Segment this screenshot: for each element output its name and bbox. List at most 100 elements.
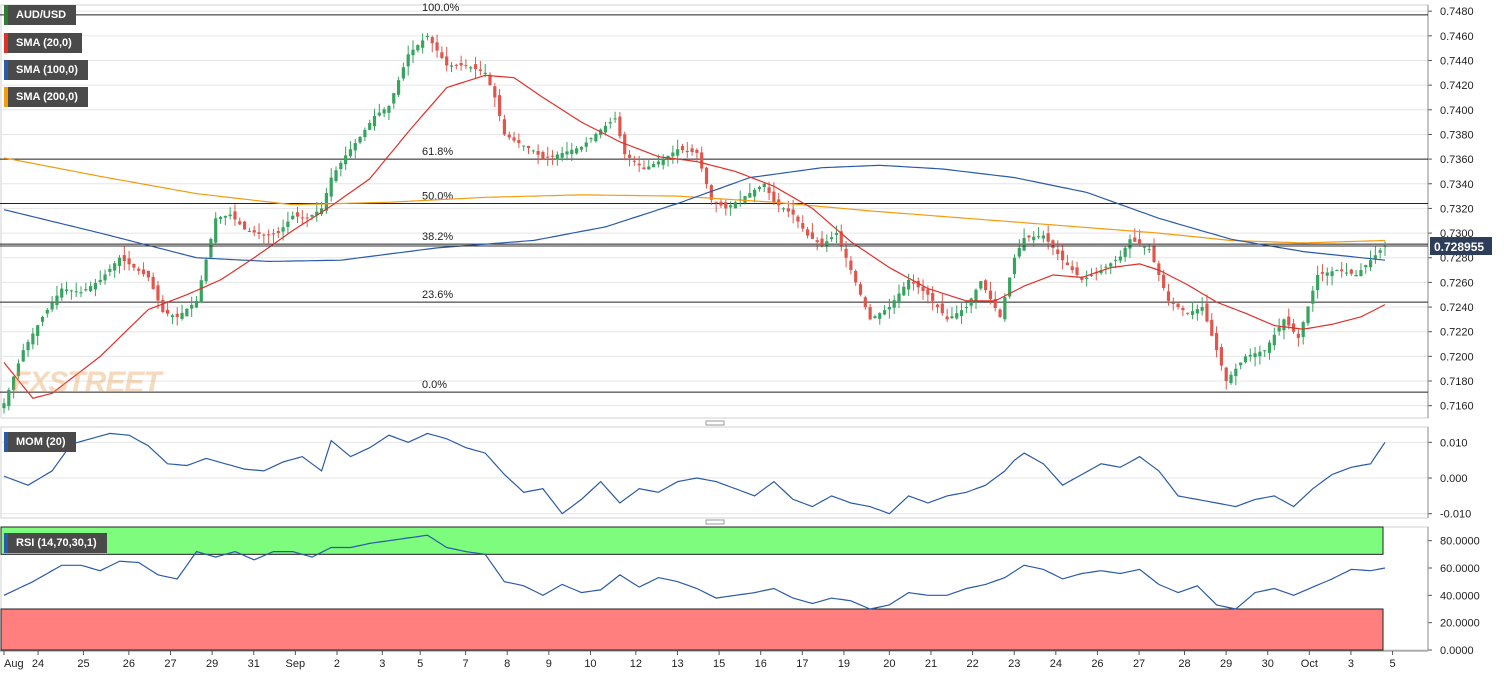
- candle-body: [416, 45, 420, 51]
- candle-body: [560, 152, 564, 158]
- candle-body: [185, 308, 189, 317]
- legend-mom-swatch: [4, 432, 8, 452]
- candle-body: [512, 137, 516, 141]
- candle-body: [743, 196, 747, 203]
- price-tick-label: 0.7460: [1440, 31, 1474, 43]
- x-tick-label: Sep: [286, 658, 306, 670]
- candle-body: [522, 145, 526, 147]
- candle-body: [151, 276, 155, 289]
- candle-body: [839, 231, 843, 246]
- mom-line: [3, 432, 1386, 515]
- legend-symbol[interactable]: AUD/USD: [4, 5, 77, 25]
- candle-body: [676, 149, 680, 156]
- candle-body: [801, 223, 805, 229]
- x-tick-label: 22: [966, 658, 978, 670]
- candle-body: [613, 118, 617, 120]
- candle-body: [507, 134, 511, 138]
- candle-body: [1325, 272, 1329, 276]
- candle-body: [300, 217, 304, 219]
- candle-body: [1118, 256, 1122, 261]
- fib-level-label: 100.0%: [422, 2, 460, 14]
- candle-body: [1205, 303, 1209, 322]
- candle-body: [1214, 332, 1219, 351]
- candle-body: [796, 216, 800, 222]
- candle-body: [1104, 266, 1108, 268]
- candle-body: [242, 221, 247, 230]
- candle-body: [1368, 260, 1373, 268]
- candle-body: [464, 65, 468, 67]
- candle-body: [926, 289, 930, 295]
- candle-body: [1248, 354, 1252, 357]
- legend-sma100[interactable]: SMA (100,0): [4, 60, 88, 80]
- candle-body: [1195, 309, 1199, 314]
- candle-body: [757, 186, 762, 190]
- legend-rsi[interactable]: RSI (14,70,30,1): [4, 533, 107, 553]
- x-tick-label: 27: [1133, 658, 1145, 670]
- last-price-value: 0.728955: [1434, 240, 1484, 254]
- candle-body: [329, 177, 333, 197]
- x-tick-label: 23: [1008, 658, 1020, 670]
- candle-body: [1133, 237, 1137, 242]
- candle-body: [368, 122, 372, 130]
- x-tick-label: 24: [32, 658, 44, 670]
- candle-body: [1263, 350, 1267, 352]
- candle-body: [218, 217, 223, 219]
- candle-body: [786, 208, 790, 212]
- candle-body: [12, 376, 16, 390]
- candle-body: [79, 292, 83, 294]
- candle-body: [570, 149, 574, 155]
- candle-body: [406, 54, 410, 67]
- legend-sma200[interactable]: SMA (200,0): [4, 87, 88, 107]
- candle-body: [603, 125, 608, 133]
- candle-body: [1027, 235, 1031, 238]
- candle-body: [945, 316, 949, 320]
- candle-body: [454, 64, 458, 66]
- candle-body: [993, 298, 997, 308]
- legend-sma20[interactable]: SMA (20,0): [4, 33, 82, 53]
- rsi-tick-label: 0.0000: [1440, 645, 1474, 657]
- price-tick-label: 0.7440: [1440, 55, 1474, 67]
- legend-mom-label: MOM (20): [16, 436, 66, 448]
- candle-body: [84, 289, 88, 291]
- candle-body: [286, 221, 290, 227]
- candle-body: [728, 205, 733, 208]
- candle-body: [1219, 347, 1223, 366]
- candle-body: [1330, 271, 1334, 277]
- x-tick-label: 20: [883, 658, 895, 670]
- legend-sma100-swatch: [4, 60, 8, 80]
- candle-body: [1306, 306, 1310, 324]
- candle-body: [252, 230, 256, 233]
- candle-body: [709, 185, 713, 200]
- candle-body: [772, 191, 776, 203]
- candle-body: [64, 289, 69, 292]
- legend-mom[interactable]: MOM (20): [4, 432, 76, 452]
- candle-body: [7, 389, 11, 407]
- candle-body: [1272, 334, 1276, 346]
- candle-body: [704, 167, 709, 185]
- candle-body: [719, 201, 723, 206]
- candle-body: [1157, 263, 1161, 275]
- candle-body: [199, 280, 203, 303]
- candle-body: [661, 159, 665, 166]
- candle-body: [1147, 249, 1151, 251]
- candle-body: [363, 129, 367, 138]
- candle-body: [1166, 291, 1171, 301]
- candle-body: [1008, 277, 1012, 297]
- candle-body: [1089, 274, 1094, 276]
- candle-body: [271, 233, 276, 235]
- x-tick-label: 21: [925, 658, 937, 670]
- candle-body: [440, 52, 444, 59]
- price-tick-label: 0.7480: [1440, 6, 1474, 18]
- candle-body: [825, 241, 829, 247]
- candle-body: [618, 116, 622, 137]
- candle-body: [483, 72, 487, 75]
- candle-body: [627, 154, 632, 158]
- price-tick-label: 0.7400: [1440, 105, 1474, 117]
- watermark-logo: FXSTREET: [12, 366, 162, 399]
- candle-body: [815, 240, 819, 243]
- candle-body: [334, 170, 338, 182]
- candle-body: [69, 290, 73, 292]
- candle-body: [656, 161, 661, 165]
- candle-body: [257, 232, 261, 234]
- candle-body: [762, 183, 766, 188]
